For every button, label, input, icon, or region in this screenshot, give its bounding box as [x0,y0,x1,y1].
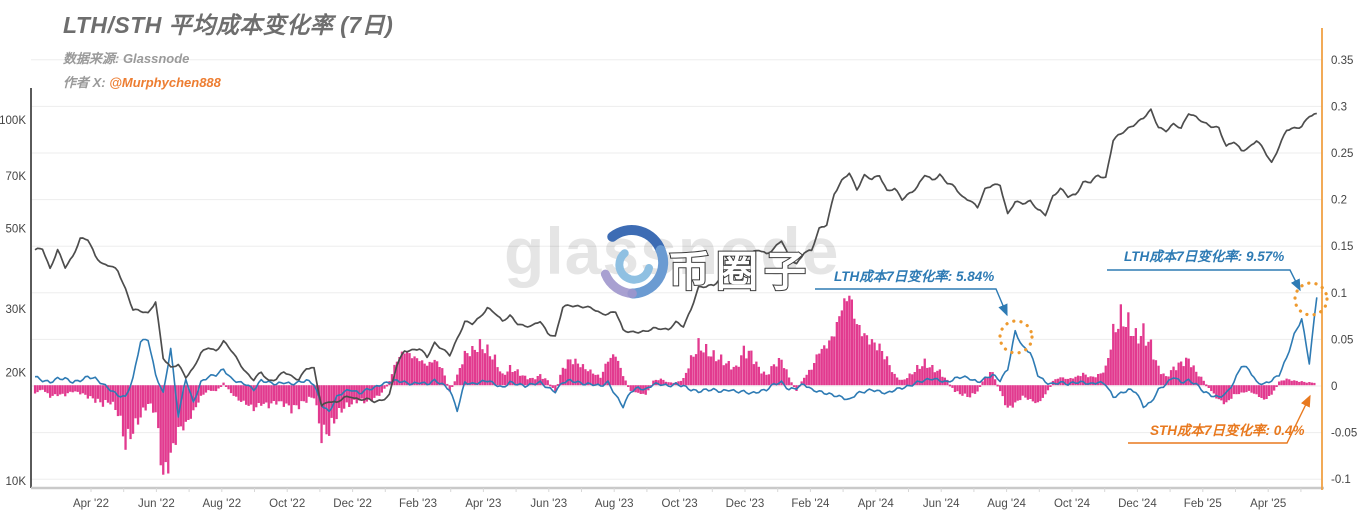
svg-text:0.15: 0.15 [1331,241,1353,253]
sth-bars-series [33,295,1316,475]
axes [30,28,1324,490]
svg-text:Apr '25: Apr '25 [1250,498,1286,510]
glassnode-watermark: glassnode [504,214,839,288]
svg-text:20K: 20K [6,367,27,379]
svg-text:Feb '25: Feb '25 [1184,498,1222,510]
left-axis-labels: 10K 20K 30K 50K 70K 100K [0,115,26,488]
svg-text:STH成本7日变化率: 0.4%: STH成本7日变化率: 0.4% [1150,423,1305,438]
svg-text:Dec '23: Dec '23 [726,498,765,510]
site-logo-text: 币圈子 [668,248,812,295]
data-source-label: 数据来源: Glassnode [63,51,190,66]
svg-text:0.35: 0.35 [1331,55,1353,67]
svg-text:Oct '23: Oct '23 [662,498,698,510]
svg-text:Oct '24: Oct '24 [1054,498,1091,510]
svg-text:0: 0 [1331,381,1337,393]
svg-text:Dec '22: Dec '22 [333,498,372,510]
x-axis-ticks [90,488,1302,492]
svg-text:Aug '22: Aug '22 [202,498,241,510]
svg-text:Jun '24: Jun '24 [923,498,960,510]
svg-text:Feb '24: Feb '24 [791,498,830,510]
svg-text:-0.1: -0.1 [1331,474,1351,486]
svg-text:0.25: 0.25 [1331,148,1353,160]
author-label: 作者 X: [63,75,110,90]
svg-text:Feb '23: Feb '23 [399,498,437,510]
lth-ann-2: LTH成本7日变化率: 9.57% [1107,249,1329,317]
svg-text:Apr '23: Apr '23 [465,498,501,510]
btc-price-line [34,108,1317,407]
site-logo [600,225,669,299]
svg-text:0.2: 0.2 [1331,195,1347,207]
svg-text:-0.05: -0.05 [1331,428,1357,440]
svg-text:LTH成本7日变化率: 9.57%: LTH成本7日变化率: 9.57% [1124,249,1284,264]
svg-text:Aug '23: Aug '23 [595,498,634,510]
svg-text:0.05: 0.05 [1331,334,1353,346]
svg-text:Jun '22: Jun '22 [138,498,175,510]
svg-text:Jun '23: Jun '23 [530,498,567,510]
sth-ann-1: STH成本7日变化率: 0.4% [1128,394,1311,444]
svg-text:Apr '24: Apr '24 [858,498,895,510]
svg-text:Aug '24: Aug '24 [987,498,1026,510]
svg-text:LTH成本7日变化率: 5.84%: LTH成本7日变化率: 5.84% [834,269,994,284]
right-axis-labels: 0.35 0.3 0.25 0.2 0.15 0.1 0.05 0 -0.05 -0.1 [1331,55,1357,486]
svg-text:Oct '22: Oct '22 [269,498,305,510]
lth-change-line [34,297,1318,418]
svg-text:10K: 10K [6,476,27,488]
svg-text:100K: 100K [0,115,26,127]
x-axis-labels: Apr '22 Jun '22 Aug '22 Oct '22 Dec '22 Feb '… [73,498,1286,510]
svg-text:Dec '24: Dec '24 [1118,498,1157,510]
chart-header: LTH/STH 平均成本变化率 (7日) 数据来源: Glassnode 作者 … [63,6,393,91]
chart-title: LTH/STH 平均成本变化率 (7日) [63,12,394,38]
svg-text:0.3: 0.3 [1331,101,1347,113]
svg-text:0.1: 0.1 [1331,288,1347,300]
lth-ann-1: LTH成本7日变化率: 5.84% [815,269,1034,355]
author-handle[interactable]: @Murphychen888 [109,75,221,90]
svg-text:Apr '22: Apr '22 [73,498,109,510]
grid-lines [31,59,1322,480]
svg-text:70K: 70K [6,171,27,183]
author-line: 作者 X: @Murphychen888 [63,72,393,91]
svg-text:50K: 50K [6,224,27,236]
svg-text:30K: 30K [6,304,27,316]
